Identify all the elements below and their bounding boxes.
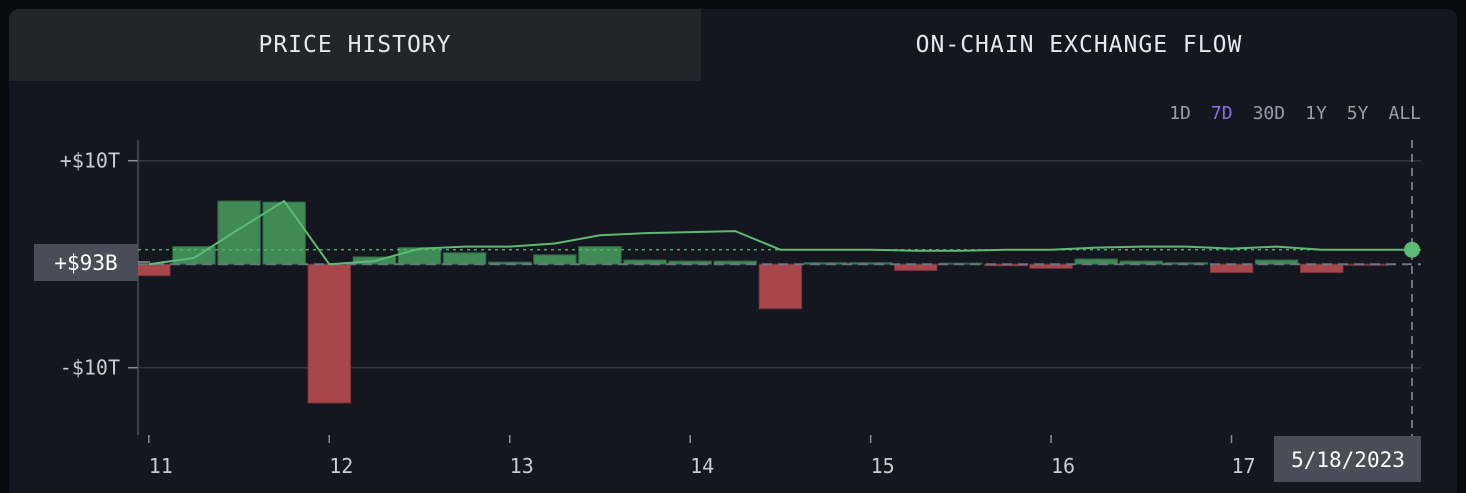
range-5y[interactable]: 5Y bbox=[1346, 103, 1369, 124]
range-1y[interactable]: 1Y bbox=[1305, 103, 1327, 124]
current-value-badge bbox=[34, 244, 138, 281]
y-tick-label: -$10T bbox=[60, 356, 120, 380]
range-all[interactable]: ALL bbox=[1388, 103, 1421, 124]
flow-bar bbox=[1345, 263, 1389, 266]
x-tick-label: 14 bbox=[690, 454, 714, 478]
hover-date-label: 5/18/2023 bbox=[1291, 448, 1405, 472]
current-value-label: +$93B bbox=[54, 251, 117, 275]
hover-dot bbox=[1403, 241, 1420, 258]
range-7d[interactable]: 7D bbox=[1210, 103, 1233, 124]
hover-date-badge bbox=[1274, 436, 1421, 482]
range-selector: 1D 7D 30D 1Y 5Y ALL bbox=[1169, 103, 1421, 124]
range-1d[interactable]: 1D bbox=[1169, 103, 1191, 124]
x-tick-label: 15 bbox=[871, 454, 895, 478]
flow-bar bbox=[1119, 260, 1164, 265]
x-tick-label: 17 bbox=[1231, 454, 1255, 478]
flow-bar bbox=[848, 262, 893, 265]
flow-bar bbox=[1300, 263, 1344, 273]
flow-line bbox=[148, 199, 1412, 266]
x-tick-label: 12 bbox=[329, 454, 353, 478]
tab-price-history[interactable]: PRICE HISTORY bbox=[9, 9, 701, 81]
tab-exchange-flow[interactable]: ON-CHAIN EXCHANGE FLOW bbox=[701, 9, 1457, 81]
chart-card: PRICE HISTORY ON-CHAIN EXCHANGE FLOW 1D … bbox=[9, 9, 1457, 493]
x-tick-label: 13 bbox=[510, 454, 534, 478]
x-tick-label: 16 bbox=[1051, 454, 1075, 478]
y-tick-label: +$10T bbox=[60, 149, 120, 173]
flow-bar bbox=[307, 263, 351, 404]
flow-bar bbox=[442, 252, 487, 265]
flow-bar bbox=[758, 263, 803, 310]
flow-bar bbox=[1209, 263, 1254, 273]
flow-bar bbox=[533, 254, 577, 265]
x-tick-label: 11 bbox=[149, 454, 173, 478]
range-30d[interactable]: 30D bbox=[1252, 103, 1286, 124]
flow-bar bbox=[623, 259, 667, 265]
flow-bar bbox=[1074, 258, 1118, 265]
flow-bar bbox=[217, 200, 261, 265]
flow-bar bbox=[578, 246, 622, 265]
